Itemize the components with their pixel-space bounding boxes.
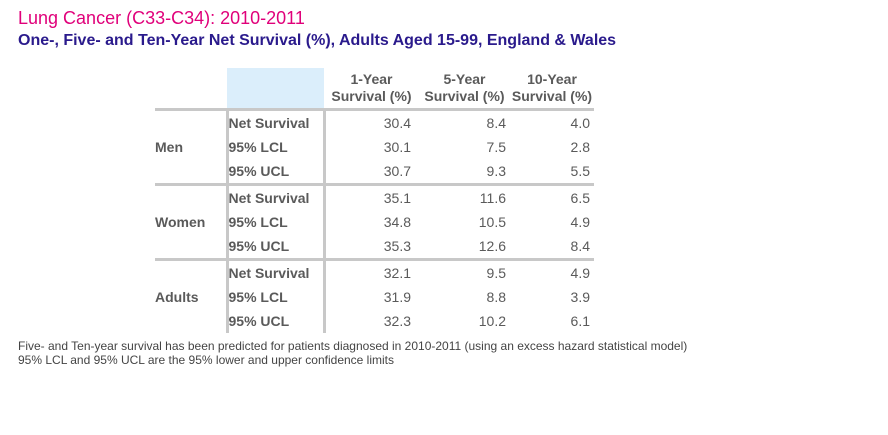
value-cell: 34.8: [383, 214, 411, 230]
chart-subtitle: One-, Five- and Ten-Year Net Survival (%…: [18, 32, 617, 49]
column-header-line2: Survival (%): [424, 88, 505, 104]
footnote-prediction: Five- and Ten-year survival has been pre…: [18, 339, 688, 353]
value-cell: 8.4: [510, 234, 594, 261]
value-cell: 2.8: [570, 139, 590, 155]
header-corner: [155, 68, 227, 111]
table-header-row: 1-Year Survival (%) 5-Year Survival (%) …: [155, 68, 594, 111]
survival-table: 1-Year Survival (%) 5-Year Survival (%) …: [155, 68, 594, 333]
column-header-line2: Survival (%): [511, 88, 593, 104]
value-cell: 10.5: [478, 214, 506, 230]
value-cell: 32.1: [383, 265, 411, 281]
value-cell: 6.1: [570, 313, 590, 329]
measure-label: 95% LCL: [225, 210, 326, 234]
value-cell: 30.1: [383, 139, 411, 155]
column-header-line2: Survival (%): [331, 88, 412, 104]
column-header-line1: 1-Year: [350, 71, 393, 87]
value-cell: 30.7: [324, 159, 419, 186]
table-row: 95% UCL 35.3 12.6 8.4: [155, 234, 594, 261]
table-row: Women Net Survival 35.1 11.6 6.5: [155, 184, 594, 261]
table-row: 95% LCL 30.1 7.5 2.8: [155, 135, 594, 159]
value-cell: 3.9: [570, 289, 590, 305]
value-cell: 11.6: [479, 190, 506, 206]
value-cell: 12.6: [419, 234, 510, 261]
column-header-1-year: 1-Year Survival (%): [324, 68, 419, 111]
group-label-adults: Adults: [155, 289, 199, 305]
table-row: 95% LCL 31.9 8.8 3.9: [155, 285, 594, 309]
measure-label: 95% UCL: [225, 234, 326, 261]
value-cell: 35.1: [383, 190, 411, 206]
table-row: Men Net Survival 30.4 8.4 4.0: [155, 109, 594, 186]
measure-label: Net Survival: [225, 109, 326, 135]
column-header-line1: 5-Year: [443, 71, 486, 87]
measure-label: 95% LCL: [225, 135, 326, 159]
value-cell: 10.2: [478, 313, 506, 329]
value-cell: 35.3: [324, 234, 419, 261]
group-label-women: Women: [155, 184, 227, 261]
value-cell: 7.5: [486, 139, 506, 155]
value-cell: 4.9: [570, 214, 590, 230]
value-cell: 9.3: [419, 159, 510, 186]
table-row: Adults Net Survival 32.1 9.5 4.9: [155, 259, 594, 305]
measure-label: Net Survival: [225, 259, 326, 285]
value-cell: 4.0: [570, 115, 590, 131]
column-header-5-year: 5-Year Survival (%): [419, 68, 510, 111]
column-header-10-year: 10-Year Survival (%): [510, 68, 594, 111]
value-cell: 30.4: [383, 115, 411, 131]
chart-title: Lung Cancer (C33-C34): 2010-2011: [18, 8, 305, 28]
table-row: 95% UCL 32.3 10.2 6.1: [155, 309, 594, 333]
table-row: 95% UCL 30.7 9.3 5.5: [155, 159, 594, 186]
value-cell: 9.5: [486, 265, 506, 281]
column-header-line1: 10-Year: [527, 71, 577, 87]
value-cell: 5.5: [510, 159, 594, 186]
value-cell: 8.8: [486, 289, 506, 305]
value-cell: 4.9: [570, 265, 590, 281]
measure-label: Net Survival: [225, 184, 326, 210]
measure-label: 95% UCL: [225, 309, 326, 333]
header-measure-cell: [227, 68, 324, 111]
value-cell: 31.9: [383, 289, 411, 305]
group-label-men: Men: [155, 109, 227, 186]
measure-label: 95% LCL: [225, 285, 326, 309]
value-cell: 8.4: [486, 115, 506, 131]
measure-label: 95% UCL: [225, 159, 326, 186]
value-cell: 32.3: [383, 313, 411, 329]
value-cell: 6.5: [570, 190, 590, 206]
table-row: 95% LCL 34.8 10.5 4.9: [155, 210, 594, 234]
footnote-confidence-limits: 95% LCL and 95% UCL are the 95% lower an…: [18, 353, 394, 367]
footnotes: Five- and Ten-year survival has been pre…: [18, 339, 687, 367]
